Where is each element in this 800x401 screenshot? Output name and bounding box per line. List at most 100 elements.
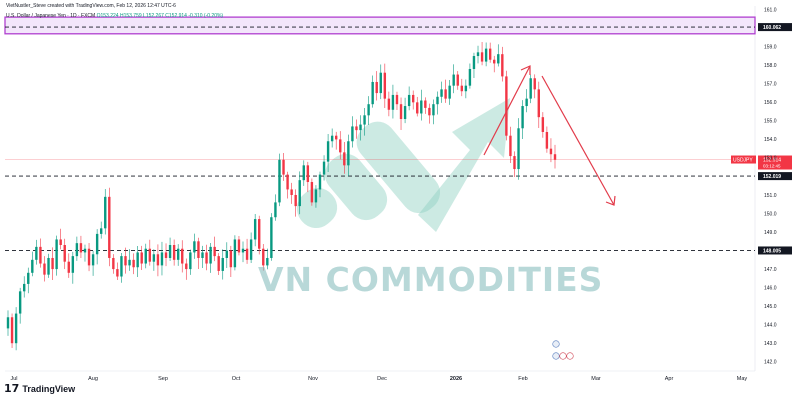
down-arrow-line xyxy=(541,75,615,206)
candle-body xyxy=(168,245,172,258)
candle-body xyxy=(314,189,318,203)
candle-body xyxy=(318,174,322,190)
candle-body xyxy=(148,248,152,262)
y-tick-label: 146.0 xyxy=(764,285,777,291)
candle-body xyxy=(27,272,30,284)
candle-body xyxy=(379,72,382,94)
x-tick-label: Nov xyxy=(308,376,318,382)
jp-flag-icon[interactable] xyxy=(566,352,574,360)
candle-body xyxy=(290,189,293,195)
candle-body xyxy=(87,248,91,266)
candle-body xyxy=(116,269,119,277)
candle-body xyxy=(480,52,484,62)
candle-body xyxy=(217,256,220,271)
candle-body xyxy=(75,243,79,257)
us-flag-icon[interactable] xyxy=(552,352,560,360)
tradingview-logo-text: TradingView xyxy=(22,383,76,394)
up-arrow-line xyxy=(483,65,531,156)
candle-body xyxy=(537,89,540,118)
candle-body xyxy=(420,100,423,114)
level-tag-label: 152.019 xyxy=(763,174,781,180)
candle-body xyxy=(213,246,216,257)
level-tag-label: 160.062 xyxy=(763,25,781,31)
candle-body xyxy=(391,94,395,110)
candle-body xyxy=(258,219,261,249)
candle-body xyxy=(355,126,358,131)
candle-body xyxy=(185,263,188,270)
candle-body xyxy=(545,131,549,149)
resistance-zone-box xyxy=(4,16,756,35)
candle-body xyxy=(428,107,431,116)
candle-body xyxy=(225,250,228,258)
projection-arrows xyxy=(483,65,616,206)
candle-body xyxy=(501,54,504,77)
candle-body xyxy=(460,85,464,92)
candle-body xyxy=(533,78,536,90)
candle-body xyxy=(14,313,18,344)
publisher-credit: VietNustler_Steve created with TradingVi… xyxy=(6,3,176,9)
candle-body xyxy=(99,228,103,234)
candle-body xyxy=(95,233,99,255)
x-tick-label: May xyxy=(737,376,748,382)
candle-body xyxy=(517,128,520,170)
candle-body xyxy=(330,135,334,142)
candle-body xyxy=(371,81,374,105)
y-tick-label: 159.0 xyxy=(764,45,777,51)
candle-body xyxy=(262,248,265,266)
candle-body xyxy=(23,283,26,292)
candle-body xyxy=(278,159,281,203)
candle-body xyxy=(452,74,455,86)
y-tick-label: 161.0 xyxy=(764,8,777,14)
candle-body xyxy=(172,245,176,260)
candle-body xyxy=(104,196,107,229)
candle-body xyxy=(456,74,459,86)
candle-body xyxy=(440,89,443,97)
candle-body xyxy=(266,257,269,266)
candle-body xyxy=(176,248,180,260)
candle-body xyxy=(31,259,34,273)
candle-body xyxy=(541,117,545,132)
candle-body xyxy=(363,115,366,125)
price-grid xyxy=(5,6,756,372)
symbol-title: U.S. Dollar / Japanese Yen · 1D · FXCM xyxy=(6,13,96,19)
candle-body xyxy=(55,239,58,270)
candle-body xyxy=(35,246,38,260)
candle-body xyxy=(209,246,212,264)
watermark-text: VN COMMODITIES xyxy=(258,260,604,299)
x-tick-label: Feb xyxy=(518,376,527,382)
candle-body xyxy=(201,252,204,258)
level-tag-label: 148.005 xyxy=(763,248,781,254)
y-tick-label: 147.0 xyxy=(764,267,777,273)
candle-body xyxy=(476,52,480,57)
candle-body xyxy=(326,141,330,162)
candle-body xyxy=(6,317,10,329)
resistance-zone xyxy=(4,16,756,35)
candle-body xyxy=(521,106,524,129)
candle-body xyxy=(112,257,115,270)
candle-body xyxy=(407,94,411,107)
candle-body xyxy=(468,68,472,86)
tradingview-logo[interactable]: 17 TradingView xyxy=(4,382,75,395)
candle-body xyxy=(156,254,160,266)
x-tick-label: Aug xyxy=(88,376,98,382)
symbol-info: U.S. Dollar / Japanese Yen · 1D · FXCM O… xyxy=(6,13,223,19)
candle-body xyxy=(302,165,305,181)
candle-body xyxy=(181,248,184,264)
candle-body xyxy=(136,252,139,268)
candle-body xyxy=(411,94,415,103)
candle-body xyxy=(444,89,447,99)
y-tick-label: 156.0 xyxy=(764,100,777,106)
candle-body xyxy=(306,165,310,183)
jp-flag-icon[interactable] xyxy=(559,352,567,360)
candle-body xyxy=(120,256,123,277)
candle-body xyxy=(436,96,439,105)
candle-body xyxy=(282,159,285,175)
candle-body xyxy=(525,98,528,107)
us-flag-icon[interactable] xyxy=(552,340,560,348)
event-markers[interactable] xyxy=(552,340,574,360)
level-tag xyxy=(758,172,792,181)
candle-body xyxy=(432,104,435,116)
down-arrow-head xyxy=(605,195,616,206)
horizontal-levels: 160.062 152.019 148.005 USDJPY 152.91403:12:… xyxy=(5,23,792,255)
